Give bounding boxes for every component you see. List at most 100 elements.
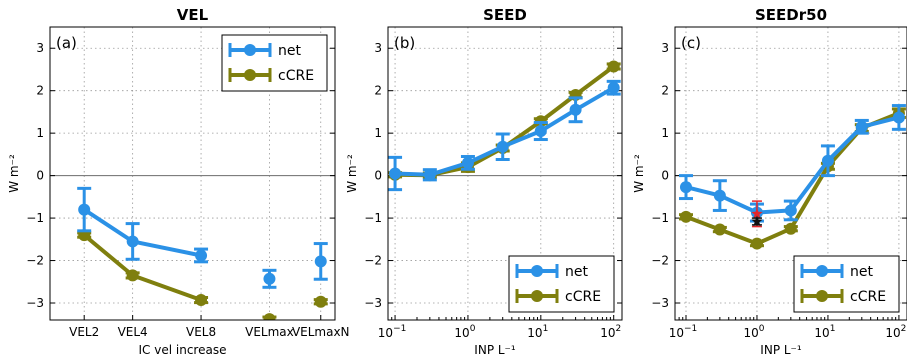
ytick-label: 0 — [661, 169, 669, 183]
xtick-label: 10−1 — [378, 324, 407, 340]
legend: net cCRE — [508, 255, 615, 313]
ytick-label: 2 — [36, 84, 44, 98]
legend-box — [221, 34, 328, 92]
ytick-label: −1 — [364, 211, 382, 225]
ccre-point-3 — [784, 222, 797, 235]
legend-box — [793, 255, 900, 313]
xtick-label: 100 — [454, 324, 475, 340]
xtick-label-velmax: VELmax — [245, 325, 294, 339]
legend-marker-ccre — [531, 290, 543, 302]
legend-marker-net — [816, 265, 828, 277]
panel-label: (b) — [394, 34, 415, 52]
net-point-6 — [607, 81, 620, 94]
ytick-label: −1 — [651, 211, 669, 225]
xtick-label: 10−1 — [669, 324, 698, 340]
ytick-label: −2 — [364, 254, 382, 268]
xtick-label: 102 — [885, 324, 906, 340]
xtick-label-vel8: VEL8 — [186, 325, 216, 339]
ylabel: W m⁻² — [7, 154, 21, 193]
legend-marker-net — [531, 265, 543, 277]
ccre-point-0 — [679, 210, 692, 223]
ytick-label: −3 — [651, 296, 669, 310]
ccre-point-4 — [314, 295, 327, 308]
ccre-point-3 — [263, 313, 276, 320]
ytick-label: −2 — [26, 254, 44, 268]
ccre-point-6 — [607, 60, 620, 73]
xlabel: INP L⁻¹ — [474, 343, 516, 357]
ccre-point-1 — [126, 269, 139, 282]
net-point-2 — [461, 156, 474, 169]
xtick-label: 101 — [527, 324, 548, 340]
series-group — [77, 186, 328, 320]
legend-label-net: net — [850, 264, 873, 280]
net-point-6 — [892, 111, 905, 124]
ccre-point-2 — [750, 237, 763, 250]
legend-label-net: net — [565, 264, 588, 280]
legend: net cCRE — [221, 34, 328, 92]
xtick-label: 100 — [743, 324, 764, 340]
panel-label: (a) — [56, 34, 77, 52]
ytick-label: 1 — [36, 126, 44, 140]
panel-title: SEEDr50 — [755, 6, 827, 24]
legend-label-ccre: cCRE — [565, 289, 601, 305]
legend-label-ccre: cCRE — [850, 289, 886, 305]
net-point-2 — [195, 249, 208, 262]
xtick-label-vel4: VEL4 — [118, 325, 148, 339]
xlabel: INP L⁻¹ — [760, 343, 802, 357]
legend-box — [508, 255, 615, 313]
ytick-label: −1 — [26, 211, 44, 225]
ylabel: W m⁻² — [345, 154, 359, 193]
legend-label-ccre: cCRE — [278, 68, 314, 84]
net-point-3 — [263, 272, 276, 285]
ytick-label: −3 — [26, 296, 44, 310]
net-point-5 — [569, 103, 582, 116]
net-point-1 — [713, 189, 726, 202]
star-marker-1 — [751, 215, 763, 227]
ytick-label: 3 — [374, 41, 382, 55]
net-point-4 — [534, 125, 547, 138]
xtick-label: 101 — [814, 324, 835, 340]
net-point-0 — [78, 203, 91, 216]
panel-title: SEED — [483, 6, 527, 24]
ytick-label: 0 — [374, 169, 382, 183]
panel-3: −3 −2 −1 0 1 2 3 10−1 100 101 102 SEEDr50 (c) W m⁻² IN… — [632, 6, 907, 357]
net-point-5 — [855, 120, 868, 133]
legend-label-net: net — [278, 43, 301, 59]
xtick-label-vel2: VEL2 — [69, 325, 99, 339]
panel-label: (c) — [681, 34, 701, 52]
net-point-1 — [423, 168, 436, 181]
legend-marker-ccre — [244, 69, 256, 81]
panel-2: −3 −2 −1 0 1 2 3 10−1 100 101 102 SEED (b) W m⁻² INP L… — [345, 6, 623, 357]
xtick-label: 102 — [600, 324, 621, 340]
ytick-label: −3 — [364, 296, 382, 310]
plot-frame — [387, 26, 623, 321]
xtick-label-velmaxn: VELmaxN — [292, 325, 350, 339]
ytick-label: 1 — [374, 126, 382, 140]
panel-title: VEL — [177, 6, 209, 24]
series-group — [388, 60, 621, 192]
ytick-label: 0 — [36, 169, 44, 183]
net-point-4 — [314, 255, 327, 268]
net-point-1 — [126, 235, 139, 248]
star-marker-0 — [751, 207, 763, 219]
net-point-3 — [496, 140, 509, 153]
ylabel: W m⁻² — [632, 154, 646, 193]
ytick-label: −2 — [651, 254, 669, 268]
net-point-4 — [821, 154, 834, 167]
plot-frame — [674, 26, 907, 321]
legend: net cCRE — [793, 255, 900, 313]
ccre-point-1 — [713, 223, 726, 236]
net-point-0 — [389, 167, 402, 180]
plot-frame — [49, 26, 336, 321]
legend-marker-net — [244, 44, 256, 56]
series-group — [678, 104, 906, 250]
ccre-point-2 — [195, 294, 208, 307]
ytick-label: 2 — [374, 84, 382, 98]
net-point-3 — [784, 204, 797, 217]
net-point-0 — [679, 181, 692, 194]
ytick-label: 3 — [36, 41, 44, 55]
ytick-label: 1 — [661, 126, 669, 140]
legend-marker-ccre — [816, 290, 828, 302]
